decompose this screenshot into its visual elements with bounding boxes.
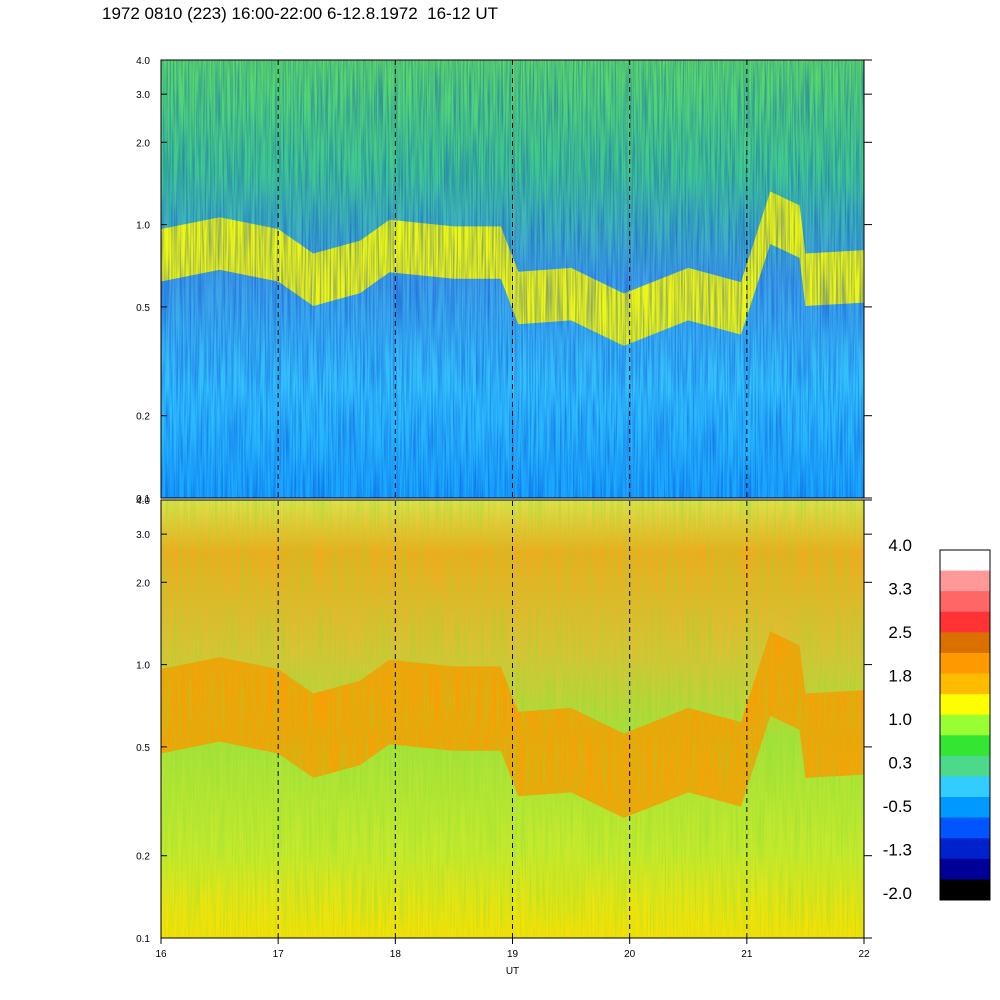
y-tick-label: 3.0 (136, 530, 150, 541)
colorbar-label: -1.3 (883, 841, 912, 860)
colorbar: 4.0 3.3 2.5 1.8 1.0 0.3 -0.5 -1.3 -2.0 (883, 536, 991, 903)
x-tick-label: 18 (390, 949, 402, 960)
colorbar-swatch (940, 550, 990, 572)
y-tick-label: 1.0 (136, 221, 150, 232)
y-tick-label: 2.0 (136, 578, 150, 589)
colorbar-swatch (940, 797, 990, 819)
colorbar-label: 2.5 (888, 623, 912, 642)
colorbar-swatch (940, 755, 990, 777)
colorbar-label: -2.0 (883, 884, 912, 903)
y-tick-label: 0.2 (136, 852, 150, 863)
x-tick-label: 20 (624, 949, 636, 960)
y-tick-label: 1.0 (136, 661, 150, 672)
colorbar-swatch (940, 879, 990, 901)
x-tick-label: 17 (273, 949, 285, 960)
colorbar-label: -0.5 (883, 797, 912, 816)
y-tick-label: 4.0 (136, 56, 150, 67)
colorbar-swatch (940, 570, 990, 592)
colorbar-swatch (940, 858, 990, 880)
colorbar-swatch (940, 714, 990, 736)
x-tick-label: 22 (858, 949, 870, 960)
colorbar-frame (939, 549, 991, 901)
colorbar-swatch (940, 673, 990, 695)
x-tick-label: 21 (741, 949, 753, 960)
x-tick-label: 16 (155, 949, 167, 960)
axes: 16 17 18 19 20 21 22UT0.10.20.51.02.03.04.00.1… (136, 56, 872, 977)
y-tick-label: 0.5 (136, 303, 150, 314)
y-tick-label: 2.0 (136, 138, 150, 149)
colorbar-swatch (940, 776, 990, 798)
y-tick-label: 4.0 (136, 496, 150, 507)
colorbar-swatch (940, 817, 990, 839)
colorbar-label: 1.0 (888, 710, 912, 729)
colorbar-swatch (940, 591, 990, 613)
colorbar-label: 4.0 (888, 536, 912, 555)
chart-title: 1972 0810 (223) 16:00-22:00 6-12.8.1972 … (102, 4, 499, 23)
colorbar-label: 3.3 (888, 580, 912, 599)
colorbar-swatch (940, 652, 990, 675)
colorbar-label: 1.8 (888, 667, 912, 686)
colorbar-swatch (940, 838, 990, 860)
x-tick-label: 19 (507, 949, 519, 960)
x-axis-label: UT (506, 966, 519, 977)
colorbar-swatch (940, 694, 990, 716)
y-tick-label: 0.1 (136, 494, 150, 505)
colorbar-swatch (940, 735, 990, 757)
y-tick-label: 0.1 (136, 934, 150, 945)
y-tick-label: 0.2 (136, 412, 150, 423)
y-tick-label: 3.0 (136, 90, 150, 101)
y-tick-label: 0.5 (136, 743, 150, 754)
colorbar-swatch (940, 632, 990, 654)
colorbar-label: 0.3 (888, 754, 912, 773)
colorbar-swatch (940, 611, 990, 633)
